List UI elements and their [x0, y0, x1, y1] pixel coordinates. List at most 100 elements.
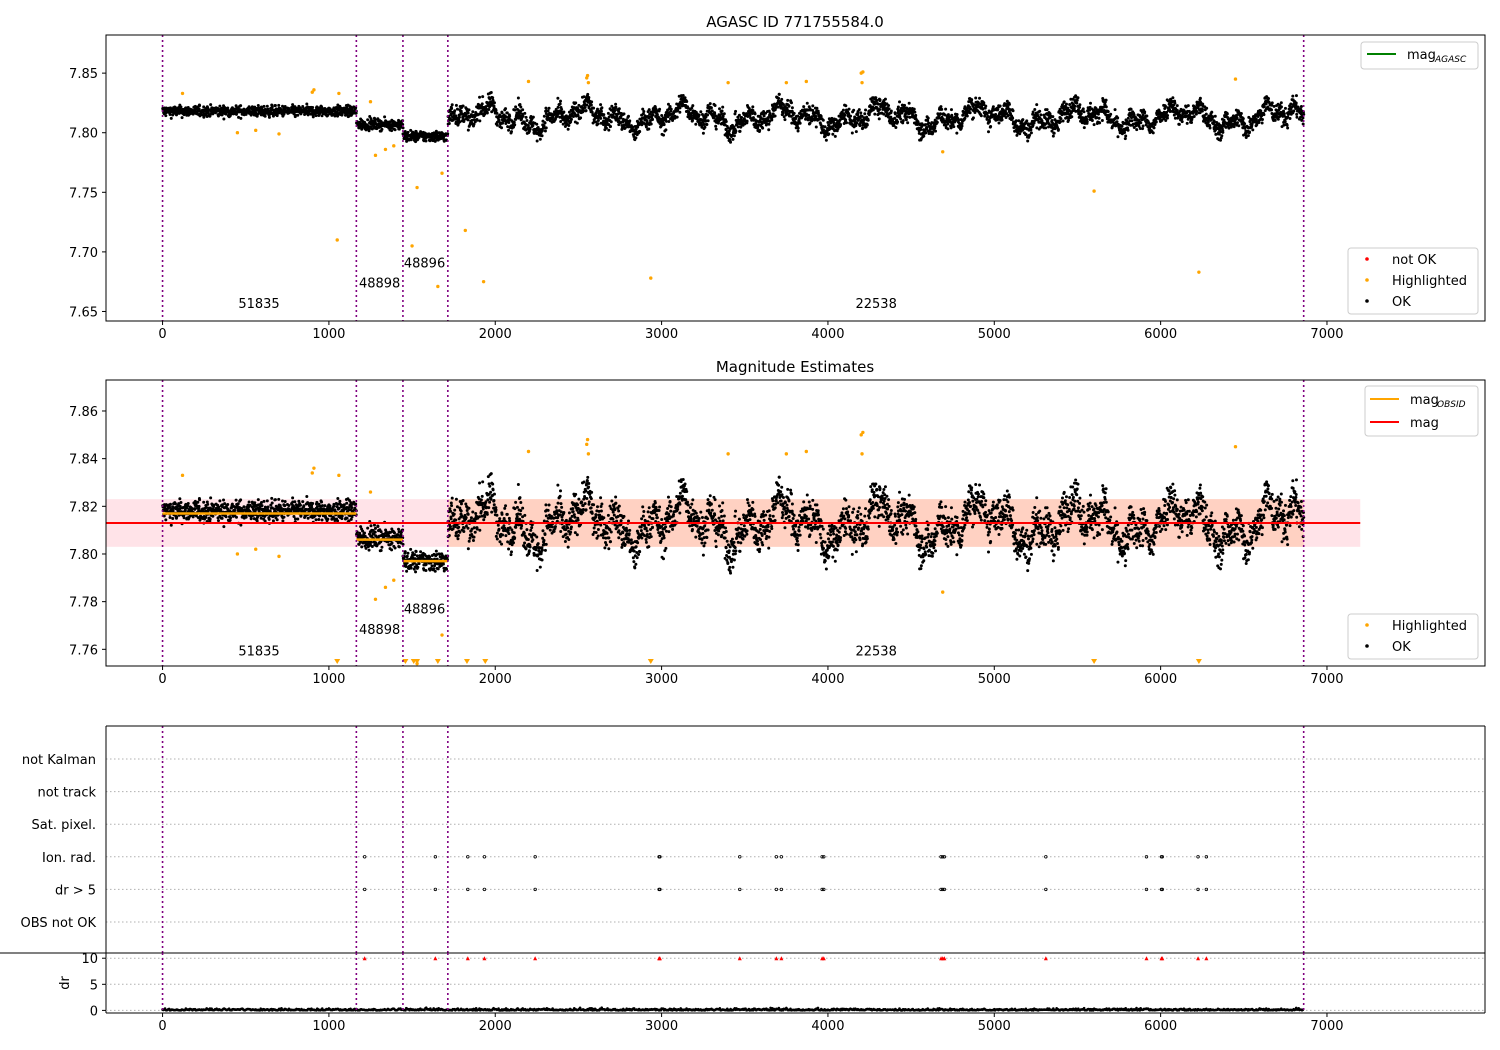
ok-point [1056, 127, 1060, 131]
ok-point [1152, 126, 1156, 130]
ok-point [485, 111, 489, 115]
ok-point [1208, 126, 1212, 130]
ok-point [703, 125, 707, 129]
ok-point [179, 105, 183, 109]
ok-point [457, 115, 461, 119]
ok-point [664, 119, 668, 123]
legend-status-label: not OK [1392, 253, 1437, 268]
top-ytick-label: 7.75 [69, 186, 98, 201]
ok-point [263, 114, 267, 118]
ok-point [1078, 103, 1082, 107]
top|0-xtick-label: 6000 [1144, 327, 1177, 342]
ok-point [875, 98, 879, 102]
ok-point [370, 127, 374, 131]
ok-point [906, 121, 910, 125]
ok-point [894, 125, 898, 129]
ok-point [169, 116, 173, 120]
ok-point [277, 497, 281, 501]
ok-point [1044, 126, 1048, 130]
ok-point [863, 112, 867, 116]
ok-point [1185, 121, 1189, 125]
top|0-xtick-label: 1000 [312, 327, 345, 342]
ok-point [526, 123, 530, 127]
ok-point [494, 109, 498, 113]
ok-point [480, 102, 484, 106]
obsid-label: 51835 [238, 297, 279, 312]
ok-point [726, 135, 730, 139]
ok-point [998, 104, 1002, 108]
ok-point [767, 122, 771, 126]
ok-point [168, 516, 172, 520]
ok-point [714, 124, 718, 128]
ok-point [283, 104, 287, 108]
ok-point [556, 105, 560, 109]
ok-point [1070, 115, 1074, 119]
ok-point [596, 118, 600, 122]
ok-point [617, 107, 621, 111]
ok-point [212, 106, 216, 110]
ok-point [946, 122, 950, 126]
ok-point [691, 104, 695, 108]
ok-point [521, 112, 525, 116]
highlighted-point [860, 80, 864, 85]
ok-point [519, 105, 523, 109]
ok-point [562, 110, 566, 114]
ok-point [697, 113, 701, 117]
obsid-label: 48896 [404, 256, 445, 271]
ok-point [1098, 121, 1102, 125]
highlighted-point [941, 150, 945, 154]
ok-point [504, 107, 508, 111]
ok-point [397, 127, 401, 131]
ok-point [475, 118, 479, 122]
ok-point [287, 504, 291, 508]
ok-point [487, 108, 491, 112]
ok-point [211, 514, 215, 518]
ok-point [220, 516, 224, 520]
ok-point [949, 126, 953, 130]
ok-point [282, 515, 286, 519]
ok-point [507, 128, 511, 132]
ok-point [366, 118, 370, 122]
ok-point [708, 102, 712, 106]
ok-point [607, 128, 611, 132]
ok-point [450, 107, 454, 111]
ok-point [320, 500, 324, 504]
ok-point [753, 112, 757, 116]
ok-point [776, 105, 780, 109]
ok-point [805, 101, 809, 105]
ok-point [675, 115, 679, 119]
ok-point [271, 114, 275, 118]
ok-point [989, 124, 993, 128]
ok-point [704, 115, 708, 119]
ok-point [1076, 96, 1080, 100]
ok-point [566, 127, 570, 131]
ok-point [234, 515, 238, 519]
ok-point [1246, 134, 1250, 138]
ok-point [403, 130, 407, 134]
ok-point [226, 106, 230, 110]
ok-point [506, 125, 510, 129]
ok-point [1180, 120, 1184, 124]
ok-point [589, 103, 593, 107]
ok-point [641, 112, 645, 116]
ok-point [504, 122, 508, 126]
ok-point [827, 132, 831, 136]
legend-status-swatch [1365, 257, 1369, 261]
ok-point [576, 114, 580, 118]
ok-point [790, 106, 794, 110]
ok-point [952, 125, 956, 129]
ok-point [273, 498, 277, 502]
ok-point [481, 95, 485, 99]
ok-point [1154, 120, 1158, 124]
ok-point [1276, 117, 1280, 121]
ok-point [1026, 139, 1030, 143]
ok-point [971, 116, 975, 120]
ok-point [1017, 119, 1021, 123]
ok-point [974, 96, 978, 100]
ok-point [713, 111, 717, 115]
ok-point [814, 114, 818, 118]
ok-point [283, 500, 287, 504]
ok-point [500, 126, 504, 130]
ok-point [893, 112, 897, 116]
highlighted-point [1233, 77, 1238, 81]
